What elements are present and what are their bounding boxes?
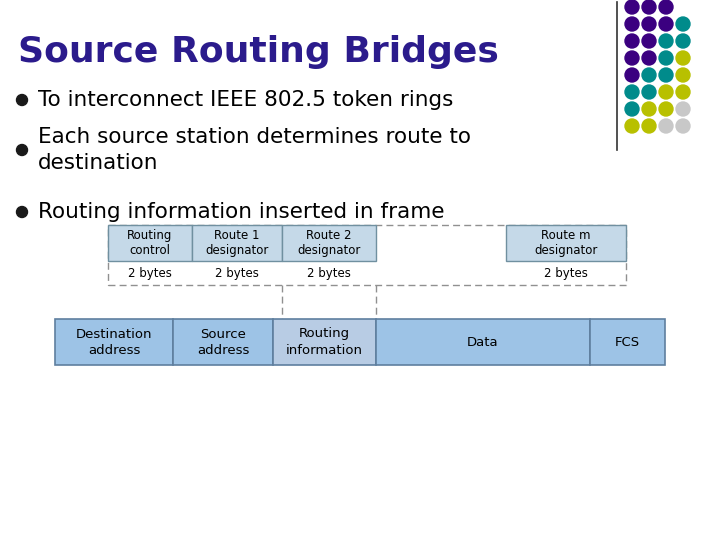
Circle shape <box>17 94 27 105</box>
Text: To interconnect IEEE 802.5 token rings: To interconnect IEEE 802.5 token rings <box>38 90 454 110</box>
Bar <box>55 319 173 365</box>
Circle shape <box>676 51 690 65</box>
Text: Routing information inserted in frame: Routing information inserted in frame <box>38 202 444 222</box>
Text: Route 2
designator: Route 2 designator <box>297 229 361 257</box>
Circle shape <box>625 85 639 99</box>
Circle shape <box>659 17 673 31</box>
Circle shape <box>659 51 673 65</box>
Circle shape <box>676 119 690 133</box>
Text: 2 bytes: 2 bytes <box>128 267 172 280</box>
Circle shape <box>642 34 656 48</box>
Circle shape <box>659 0 673 14</box>
Circle shape <box>625 0 639 14</box>
Circle shape <box>676 68 690 82</box>
Text: 2 bytes: 2 bytes <box>544 267 588 280</box>
Circle shape <box>659 102 673 116</box>
Circle shape <box>676 102 690 116</box>
Text: Routing
control: Routing control <box>127 229 173 257</box>
Text: Each source station determines route to
destination: Each source station determines route to … <box>38 127 471 173</box>
Bar <box>590 319 665 365</box>
Circle shape <box>625 68 639 82</box>
Bar <box>173 319 273 365</box>
Text: Routing
information: Routing information <box>286 327 363 356</box>
Bar <box>273 319 376 365</box>
Bar <box>192 225 282 261</box>
Circle shape <box>642 17 656 31</box>
Circle shape <box>642 51 656 65</box>
Text: Destination
address: Destination address <box>76 327 152 356</box>
Circle shape <box>659 34 673 48</box>
Circle shape <box>659 68 673 82</box>
Bar <box>108 225 626 285</box>
Text: 2 bytes: 2 bytes <box>215 267 259 280</box>
Bar <box>282 225 376 261</box>
Bar <box>506 225 626 261</box>
Text: Source
address: Source address <box>197 327 249 356</box>
Circle shape <box>642 85 656 99</box>
Circle shape <box>642 0 656 14</box>
Circle shape <box>17 206 27 218</box>
Circle shape <box>659 85 673 99</box>
Circle shape <box>17 145 27 156</box>
Circle shape <box>659 119 673 133</box>
Text: Route 1
designator: Route 1 designator <box>205 229 269 257</box>
Text: Data: Data <box>467 335 499 348</box>
Text: Source Routing Bridges: Source Routing Bridges <box>18 35 499 69</box>
Text: Route m
designator: Route m designator <box>534 229 598 257</box>
Circle shape <box>642 119 656 133</box>
Text: 2 bytes: 2 bytes <box>307 267 351 280</box>
Circle shape <box>676 34 690 48</box>
Circle shape <box>625 102 639 116</box>
Circle shape <box>625 119 639 133</box>
Bar <box>108 225 192 261</box>
Circle shape <box>642 68 656 82</box>
Circle shape <box>676 85 690 99</box>
Circle shape <box>625 34 639 48</box>
Bar <box>376 319 590 365</box>
Text: FCS: FCS <box>615 335 640 348</box>
Circle shape <box>625 51 639 65</box>
Circle shape <box>642 102 656 116</box>
Circle shape <box>625 17 639 31</box>
Circle shape <box>676 17 690 31</box>
